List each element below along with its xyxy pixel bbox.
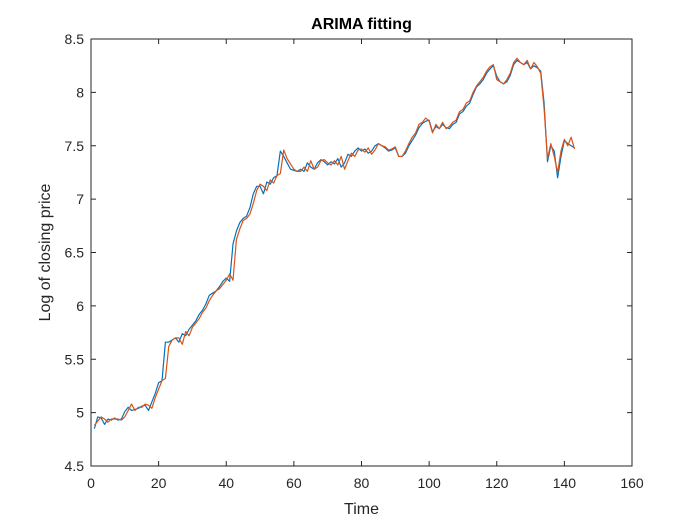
- x-tick-label: 80: [354, 475, 370, 491]
- x-axis-title: Time: [344, 501, 379, 518]
- x-tick-label: 160: [620, 475, 644, 491]
- y-axis: 4.5 5 5.5 6 6.5 7 7.5 8 8.5: [65, 31, 632, 474]
- y-tick-label: 6: [76, 298, 84, 314]
- y-tick-label: 6.5: [65, 245, 85, 261]
- y-tick-label: 5.5: [65, 351, 85, 367]
- y-tick-label: 7.5: [65, 138, 85, 154]
- x-axis: 0 20 40 60 80 100 120 140 160: [87, 39, 644, 491]
- x-tick-label: 120: [485, 475, 509, 491]
- series-layer: [93, 57, 576, 429]
- y-axis-title: Log of closing price: [37, 183, 54, 321]
- x-tick-label: 60: [286, 475, 302, 491]
- plot-area-background: [91, 39, 632, 466]
- y-tick-label: 8: [76, 84, 84, 100]
- y-tick-label: 4.5: [65, 458, 85, 474]
- y-tick-label: 7: [76, 191, 84, 207]
- series-2-line: [93, 57, 576, 426]
- x-tick-label: 100: [417, 475, 441, 491]
- x-tick-label: 140: [553, 475, 577, 491]
- y-tick-label: 5: [76, 405, 84, 421]
- x-tick-label: 0: [87, 475, 95, 491]
- y-tick-label: 8.5: [65, 31, 85, 47]
- chart-title: ARIMA fitting: [311, 16, 412, 33]
- x-tick-label: 20: [151, 475, 167, 491]
- x-tick-label: 40: [218, 475, 234, 491]
